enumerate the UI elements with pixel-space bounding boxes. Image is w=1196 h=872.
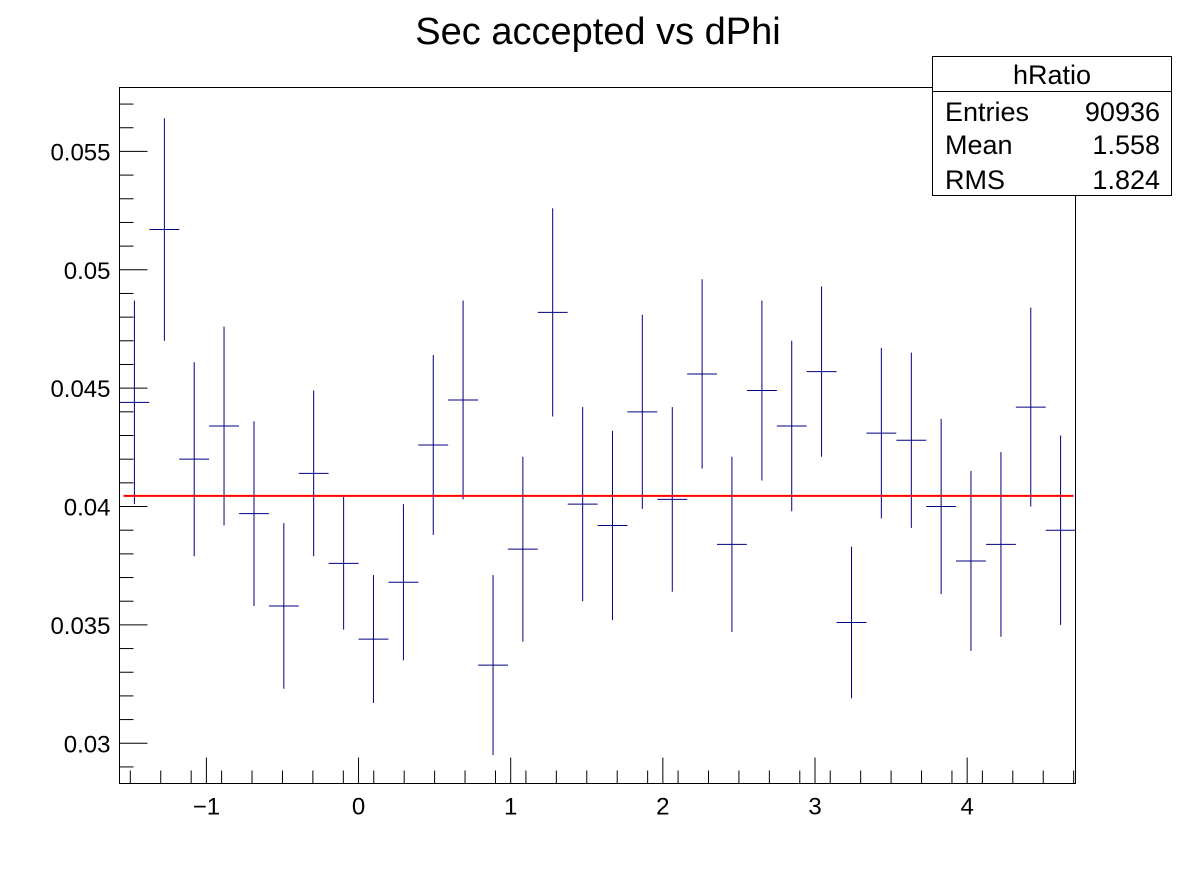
data-point xyxy=(956,471,986,651)
data-point xyxy=(627,314,658,509)
stats-entries-label: Entries xyxy=(945,97,1029,127)
data-point xyxy=(209,326,239,526)
data-point xyxy=(478,575,508,756)
y-tick-label: 0.04 xyxy=(64,495,111,522)
x-tick-label: 2 xyxy=(656,794,669,821)
data-point xyxy=(418,355,449,535)
x-tick-label: 4 xyxy=(960,794,973,821)
data-point xyxy=(239,421,269,606)
axis-tick-labels: −1 0 1 2 3 4 0.03 0.035 0.04 0.045 0.05 0.055 xyxy=(50,139,973,820)
data-point xyxy=(149,118,180,341)
data-point xyxy=(926,418,957,595)
data-point xyxy=(687,279,718,469)
data-point xyxy=(567,407,598,602)
stats-rms-label: RMS xyxy=(945,165,1005,195)
data-point xyxy=(776,340,807,512)
data-point xyxy=(836,546,867,699)
y-tick-label: 0.03 xyxy=(64,731,111,758)
data-point xyxy=(298,390,329,557)
stats-box: hRatio Entries 90936 Mean 1.558 RMS 1.82… xyxy=(932,56,1172,196)
data-point xyxy=(268,523,299,689)
stats-box-title: hRatio xyxy=(1013,60,1091,90)
data-point xyxy=(866,347,897,519)
x-tick-label: 0 xyxy=(352,794,365,821)
data-point xyxy=(328,497,359,630)
stats-rms-value: 1.824 xyxy=(1092,165,1160,195)
stats-mean-label: Mean xyxy=(945,130,1013,160)
data-point xyxy=(1015,307,1046,507)
data-point xyxy=(896,352,927,528)
data-point xyxy=(119,300,150,505)
data-point xyxy=(806,286,837,457)
data-point xyxy=(448,300,479,500)
stats-entries-value: 90936 xyxy=(1085,97,1160,127)
chart-title: Sec accepted vs dPhi xyxy=(415,11,780,53)
data-point xyxy=(657,407,688,592)
data-point xyxy=(179,362,210,557)
y-tick-label: 0.045 xyxy=(50,376,110,403)
y-tick-label: 0.055 xyxy=(50,139,110,166)
data-point xyxy=(597,430,628,621)
x-tick-label: 3 xyxy=(808,794,821,821)
data-point xyxy=(388,504,419,661)
data-point xyxy=(358,575,389,704)
y-tick-label: 0.035 xyxy=(50,613,110,640)
data-point xyxy=(716,456,747,632)
data-point xyxy=(507,456,538,642)
x-tick-label: −1 xyxy=(193,794,220,821)
x-tick-label: 1 xyxy=(504,794,517,821)
data-point xyxy=(746,300,777,481)
data-point xyxy=(1045,435,1076,625)
stats-box-frame xyxy=(932,56,1172,196)
y-tick-label: 0.05 xyxy=(64,258,111,285)
data-point xyxy=(537,208,568,417)
stats-mean-value: 1.558 xyxy=(1092,130,1160,160)
axis-ticks xyxy=(119,103,1075,784)
data-points xyxy=(119,118,1076,756)
data-point xyxy=(986,452,1016,637)
